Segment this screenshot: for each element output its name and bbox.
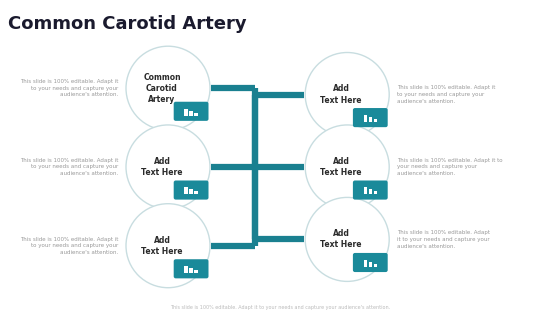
- Bar: [184, 187, 188, 194]
- Text: This slide is 100% editable. Adapt it
to your needs and capture your
audience's : This slide is 100% editable. Adapt it to…: [20, 158, 118, 176]
- Text: This slide is 100% editable. Adapt
it to your needs and capture your
audience's : This slide is 100% editable. Adapt it to…: [397, 230, 490, 249]
- FancyBboxPatch shape: [174, 102, 208, 121]
- Ellipse shape: [305, 198, 389, 281]
- Text: This slide is 100% editable. Adapt it to your needs and capture your audience's : This slide is 100% editable. Adapt it to…: [170, 305, 390, 310]
- Bar: [184, 109, 188, 116]
- FancyBboxPatch shape: [174, 259, 208, 278]
- Bar: [374, 119, 377, 122]
- Ellipse shape: [126, 204, 210, 288]
- Ellipse shape: [305, 53, 389, 136]
- Text: Add
Text Here: Add Text Here: [320, 157, 362, 177]
- Bar: [194, 270, 198, 273]
- Text: Add
Text Here: Add Text Here: [320, 84, 362, 105]
- Ellipse shape: [305, 125, 389, 209]
- Bar: [363, 115, 367, 122]
- Ellipse shape: [126, 125, 210, 209]
- Bar: [189, 268, 193, 273]
- Bar: [189, 189, 193, 194]
- Text: This slide is 100% editable. Adapt it
to your needs and capture your
audience's : This slide is 100% editable. Adapt it to…: [397, 85, 496, 104]
- Bar: [189, 111, 193, 116]
- Bar: [368, 189, 372, 194]
- Bar: [368, 262, 372, 267]
- Bar: [374, 264, 377, 267]
- FancyBboxPatch shape: [353, 180, 388, 200]
- FancyBboxPatch shape: [174, 180, 208, 200]
- FancyBboxPatch shape: [353, 108, 388, 127]
- Text: Add
Text Here: Add Text Here: [320, 229, 362, 249]
- Ellipse shape: [126, 46, 210, 130]
- Text: This slide is 100% editable. Adapt it
to your needs and capture your
audience's : This slide is 100% editable. Adapt it to…: [20, 237, 118, 255]
- Text: This slide is 100% editable. Adapt it
to your needs and capture your
audience's : This slide is 100% editable. Adapt it to…: [20, 79, 118, 97]
- Bar: [184, 266, 188, 273]
- Bar: [368, 117, 372, 122]
- Bar: [194, 191, 198, 194]
- Text: This slide is 100% editable. Adapt it to
your needs and capture your
audience's : This slide is 100% editable. Adapt it to…: [397, 158, 503, 176]
- FancyBboxPatch shape: [353, 253, 388, 272]
- Bar: [194, 112, 198, 116]
- Bar: [363, 260, 367, 267]
- Text: Common Carotid Artery: Common Carotid Artery: [8, 15, 246, 33]
- Bar: [363, 187, 367, 194]
- Text: Add
Text Here: Add Text Here: [141, 236, 183, 256]
- Bar: [374, 191, 377, 194]
- Text: Add
Text Here: Add Text Here: [141, 157, 183, 177]
- Text: Common
Carotid
Artery: Common Carotid Artery: [143, 72, 181, 104]
